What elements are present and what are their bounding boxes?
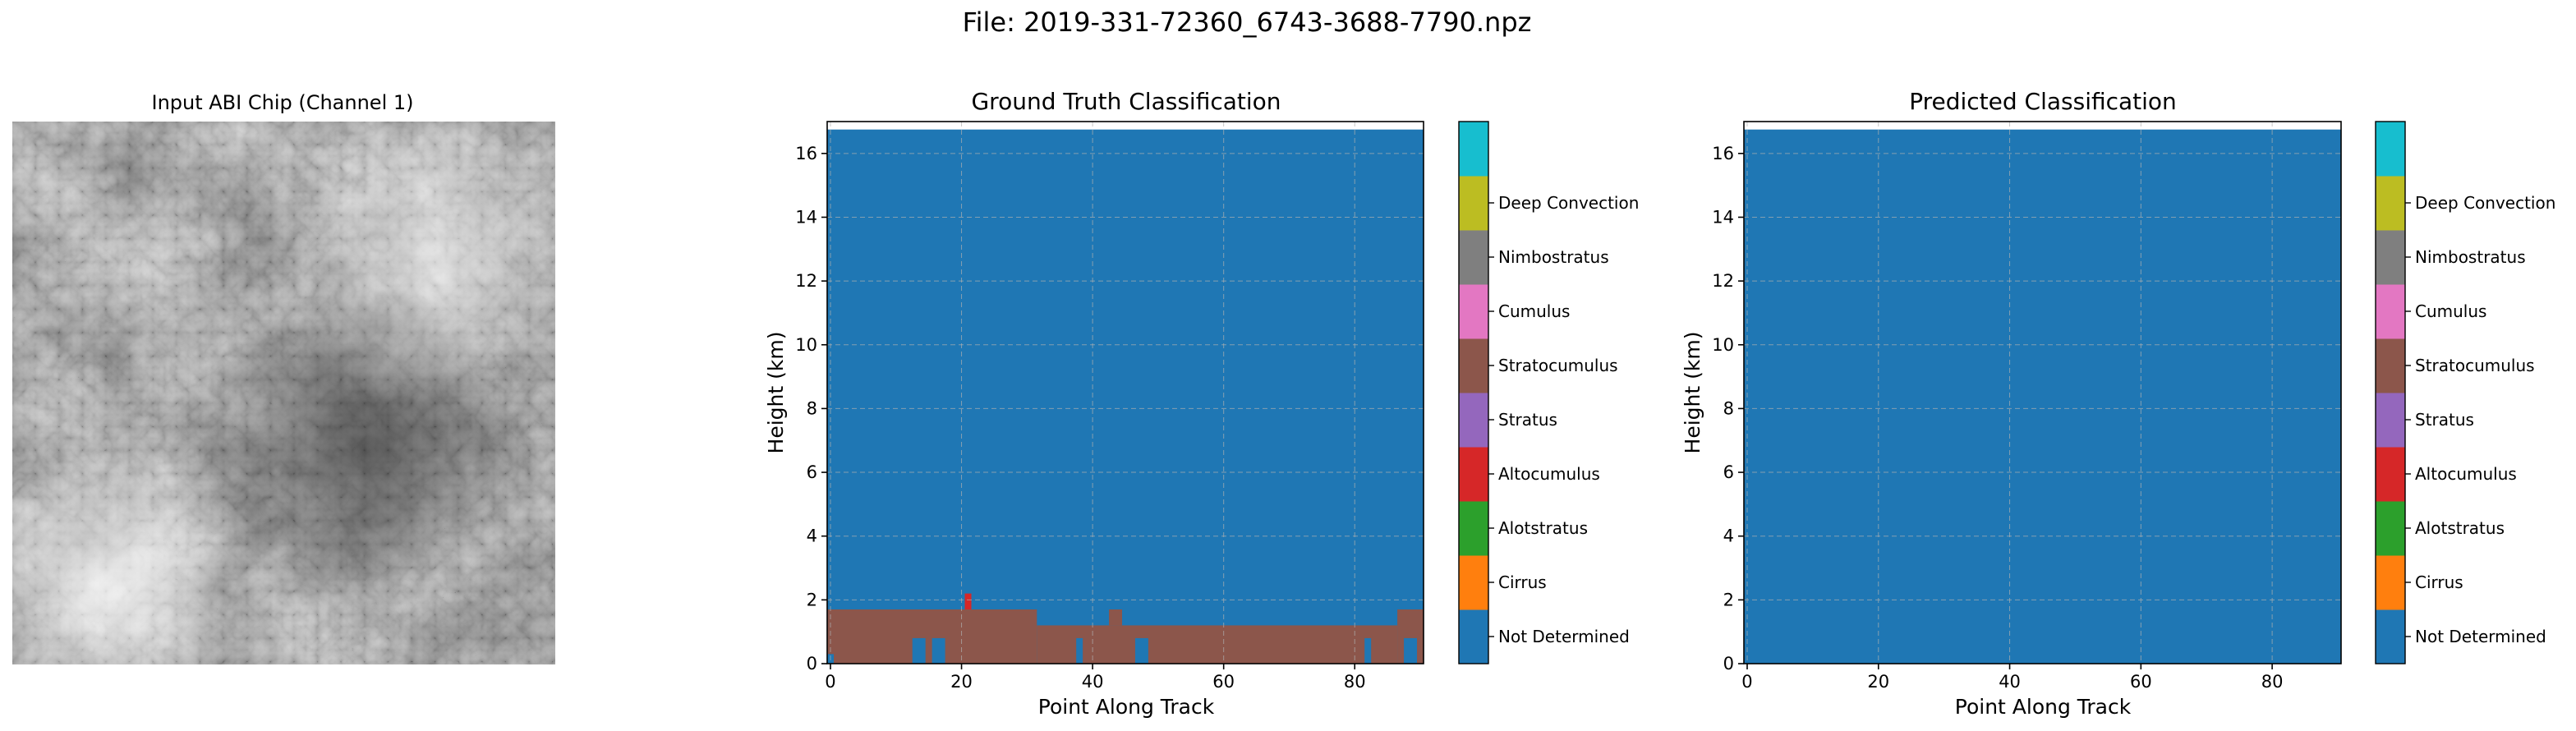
ground-truth-colorbar-swatch [1459,338,1488,393]
predicted-colorbar-label: Alotstratus [2415,518,2505,538]
predicted-colorbar-swatch [2376,176,2405,231]
predicted-colorbar-label: Not Determined [2415,627,2546,646]
predicted-ytick-label: 2 [1723,590,1734,609]
ground-truth-colorbar-swatch [1459,501,1488,556]
predicted-colorbar-label: Altocumulus [2415,464,2517,484]
ground-truth-colorbar-label: Alotstratus [1498,518,1588,538]
ground-truth-ytick-label: 14 [795,207,817,227]
predicted-ytick-label: 12 [1712,271,1734,291]
ground-truth-ytick-label: 6 [807,462,817,482]
ground-truth-xtick-label: 20 [950,672,973,692]
predicted-colorbar-swatch [2376,555,2405,610]
ground-truth-colorbar-label: Stratocumulus [1498,356,1618,375]
ground-truth-title: Ground Truth Classification [971,88,1281,115]
predicted-ylabel: Height (km) [1681,332,1704,454]
predicted-title: Predicted Classification [1909,88,2177,115]
ground-truth-colorbar-frame [1458,121,1489,664]
ground-truth-panel: Ground Truth Classification Point Along … [764,88,1639,719]
predicted-ytick-label: 14 [1712,207,1734,227]
predicted-colorbar-frame [2375,121,2406,664]
ground-truth-ytick-label: 2 [807,590,817,609]
ground-truth-colorbar-label: Deep Convection [1498,193,1639,213]
ground-truth-cell-not-determined [932,637,945,664]
ground-truth-cell-stratocumulus [1037,625,1398,664]
ground-truth-cell-not-determined [1076,637,1083,664]
ground-truth-colorbar-swatch [1459,176,1488,231]
predicted-colorbar-swatch [2376,501,2405,556]
ground-truth-cell-not-determined [912,637,926,664]
predicted-colorbar-label: Cumulus [2415,301,2486,321]
predicted-axes-frame [1743,121,2342,664]
ground-truth-colorbar-swatch [1459,447,1488,502]
ground-truth-ytick-label: 8 [807,398,817,418]
ground-truth-cell-not-determined [1364,637,1372,664]
predicted-ytick-label: 10 [1712,335,1734,355]
predicted-background-cells [1744,129,2341,664]
ground-truth-colorbar-label: Cumulus [1498,301,1570,321]
ground-truth-colorbar-swatch [1459,284,1488,339]
predicted-colorbar-swatch [2376,284,2405,339]
ground-truth-xtick-label: 60 [1212,672,1235,692]
ground-truth-colorbar-swatch [1459,230,1488,285]
predicted-xlabel: Point Along Track [1955,695,2132,719]
ground-truth-background-cells [827,129,1424,664]
figure-title: File: 2019-331-72360_6743-3688-7790.npz [963,7,1532,38]
predicted-colorbar-swatch [2376,122,2405,177]
predicted-colorbar-label: Deep Convection [2415,193,2555,213]
predicted-colorbar-swatch [2376,230,2405,285]
ground-truth-xtick-label: 80 [1344,672,1366,692]
predicted-xtick-label: 20 [1867,672,1889,692]
ground-truth-ytick-label: 0 [807,654,817,674]
ground-truth-cell-not-determined [1404,637,1418,664]
ground-truth-xtick-label: 40 [1082,672,1104,692]
input-image-panel: Input ABI Chip (Channel 1) [12,91,555,664]
input-image-title: Input ABI Chip (Channel 1) [151,91,413,114]
abi-image [12,122,555,664]
predicted-panel: Predicted Classification Point Along Tra… [1681,88,2555,719]
ground-truth-axes-frame [826,121,1424,664]
predicted-ytick-label: 8 [1723,398,1734,418]
ground-truth-colorbar-label: Cirrus [1498,572,1547,592]
predicted-xtick-label: 60 [2130,672,2152,692]
predicted-ytick-label: 0 [1723,654,1734,674]
ground-truth-cell-not-determined [1134,637,1148,664]
ground-truth-colorbar-swatch [1459,609,1488,664]
ground-truth-ytick-label: 12 [795,271,817,291]
ground-truth-colorbar-swatch [1459,555,1488,610]
ground-truth-cell-stratocumulus [1109,609,1123,626]
predicted-colorbar-swatch [2376,609,2405,664]
ground-truth-ylabel: Height (km) [764,332,788,454]
ground-truth-colorbar-swatch [1459,393,1488,448]
predicted-colorbar-label: Nimbostratus [2415,247,2526,267]
predicted-xtick-label: 0 [1741,672,1752,692]
predicted-colorbar-swatch [2376,338,2405,393]
ground-truth-xtick-label: 0 [825,672,835,692]
ground-truth-colorbar-swatch [1459,122,1488,177]
ground-truth-ytick-label: 16 [795,144,817,163]
predicted-colorbar-swatch [2376,447,2405,502]
ground-truth-colorbar-label: Altocumulus [1498,464,1600,484]
ground-truth-colorbar-label: Stratus [1498,410,1557,430]
ground-truth-ytick-label: 10 [795,335,817,355]
ground-truth-colorbar-label: Nimbostratus [1498,247,1609,267]
ground-truth-xlabel: Point Along Track [1038,695,1215,719]
predicted-ytick-label: 6 [1723,462,1734,482]
predicted-xtick-label: 80 [2261,672,2284,692]
predicted-colorbar-label: Stratocumulus [2415,356,2535,375]
predicted-colorbar-swatch [2376,393,2405,448]
predicted-ytick-label: 16 [1712,144,1734,163]
predicted-colorbar-label: Cirrus [2415,572,2463,592]
ground-truth-ytick-label: 4 [807,526,817,546]
predicted-ytick-label: 4 [1723,526,1734,546]
ground-truth-cell-altocumulus [964,593,972,609]
predicted-colorbar-label: Stratus [2415,410,2474,430]
predicted-xtick-label: 40 [1999,672,2021,692]
ground-truth-colorbar-label: Not Determined [1498,627,1630,646]
